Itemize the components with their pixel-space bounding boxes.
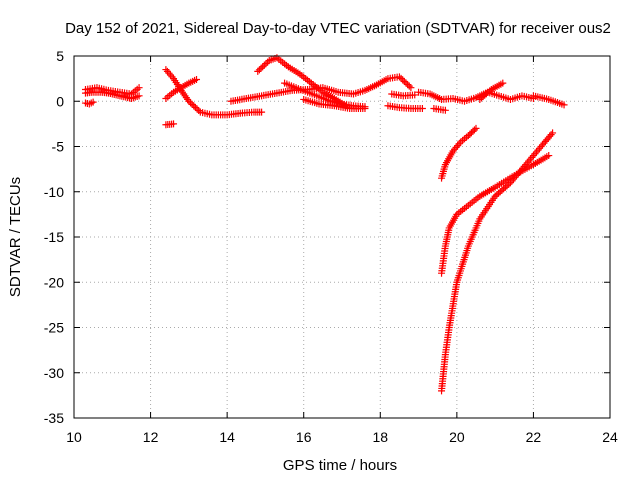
x-tick-label: 14 (219, 429, 235, 445)
data-point-arc-d (191, 103, 199, 111)
data-point-arc-g (400, 77, 408, 85)
data-point-arc-s (495, 189, 503, 197)
data-point-arc-s (534, 146, 542, 154)
data-point-arc-d (190, 102, 198, 110)
data-point-arc-s (501, 183, 509, 191)
data-point-arc-r (545, 152, 553, 160)
data-point-arc-s (528, 153, 536, 161)
y-tick-label: -25 (44, 320, 64, 336)
y-tick-label: -35 (44, 410, 64, 426)
y-tick-label: -20 (44, 274, 64, 290)
x-tick-label: 22 (526, 429, 542, 445)
x-tick-label: 24 (602, 429, 618, 445)
y-tick-label: -5 (52, 139, 65, 155)
y-tick-label: 5 (56, 48, 64, 64)
data-point-arc-q (470, 126, 478, 134)
data-point-arc-s (526, 155, 534, 163)
data-point-arc-d (188, 100, 196, 108)
data-point-arc-s (500, 185, 508, 193)
axis-ticks: 10 12 14 16 18 20 22 24 5 0 -5 -10 -15 -20 -25 -30 -35 (44, 48, 618, 445)
data-point-arc-h (255, 66, 263, 74)
data-point-arc-f (170, 120, 178, 128)
data-point-arc-g (399, 76, 407, 84)
data-point-arc-d (258, 108, 266, 116)
data-point-arc-q (454, 142, 462, 150)
data-point-arc-d (193, 105, 201, 113)
data-point-arc-d (165, 69, 173, 77)
data-point-arc-g (407, 84, 415, 92)
grid (74, 56, 610, 418)
data-point-arc-h (254, 67, 262, 75)
x-tick-label: 18 (372, 429, 388, 445)
data-point-arc-g (397, 74, 405, 82)
data-point-arc-d (162, 66, 170, 74)
x-tick-label: 16 (296, 429, 312, 445)
data-point-arc-s (496, 188, 504, 196)
data-point-arc-k (418, 104, 426, 112)
data-point-arc-c (89, 98, 97, 106)
plot-frame (73, 55, 611, 419)
data-point-arc-s (547, 131, 555, 139)
data-point-arc-s (493, 191, 501, 199)
data-point-arc-g (405, 82, 413, 90)
data-point-arc-s (498, 186, 506, 194)
data-point-arc-s (503, 182, 511, 190)
y-tick-label: 0 (56, 93, 64, 109)
data-point-arc-b (135, 92, 143, 100)
x-tick-label: 12 (143, 429, 159, 445)
data-point-arc-d (185, 97, 193, 105)
data-point-arc-s (529, 152, 537, 160)
data-point-arc-s (532, 148, 540, 156)
data-point-arc-l (411, 91, 419, 99)
data-point-arc-s (531, 150, 539, 158)
data-point-arc-d (163, 67, 171, 75)
x-tick-label: 10 (66, 429, 82, 445)
data-point-arc-h (259, 63, 267, 71)
data-point-arc-s (549, 129, 557, 137)
data-point-arc-p (560, 101, 568, 109)
data-point-arc-h (260, 61, 268, 69)
data-point-arc-d (195, 107, 203, 115)
data-point-arc-s (505, 180, 513, 188)
data-point-arc-e (193, 76, 201, 84)
data-point-arc-d (166, 71, 174, 79)
data-point-arc-g (404, 81, 412, 89)
y-tick-label: -10 (44, 184, 64, 200)
data-point-arc-q (452, 143, 460, 151)
data-point-arc-s (491, 192, 499, 200)
data-point-arc-o (499, 79, 507, 87)
data-point-arc-h (257, 64, 265, 72)
data-point-arc-n (441, 106, 449, 114)
y-tick-label: -30 (44, 365, 64, 381)
data-points (81, 54, 568, 395)
y-axis-label: SDTVAR / TECUs (7, 177, 24, 297)
x-tick-label: 20 (449, 429, 465, 445)
data-point-arc-g (395, 73, 403, 81)
data-point-arc-h (262, 60, 270, 68)
x-axis-label: GPS time / hours (283, 457, 397, 474)
data-point-arc-q (455, 140, 463, 148)
data-point-arc-q (472, 124, 480, 132)
chart-title: Day 152 of 2021, Sidereal Day-to-day VTE… (65, 20, 611, 37)
data-point-arc-g (402, 79, 410, 87)
data-point-arc-o (486, 87, 494, 95)
data-point-arc-a (135, 84, 143, 92)
data-point-arc-j (361, 104, 369, 112)
data-point-arc-d (186, 99, 194, 107)
y-tick-label: -15 (44, 229, 64, 245)
data-point-arc-h (264, 58, 272, 66)
